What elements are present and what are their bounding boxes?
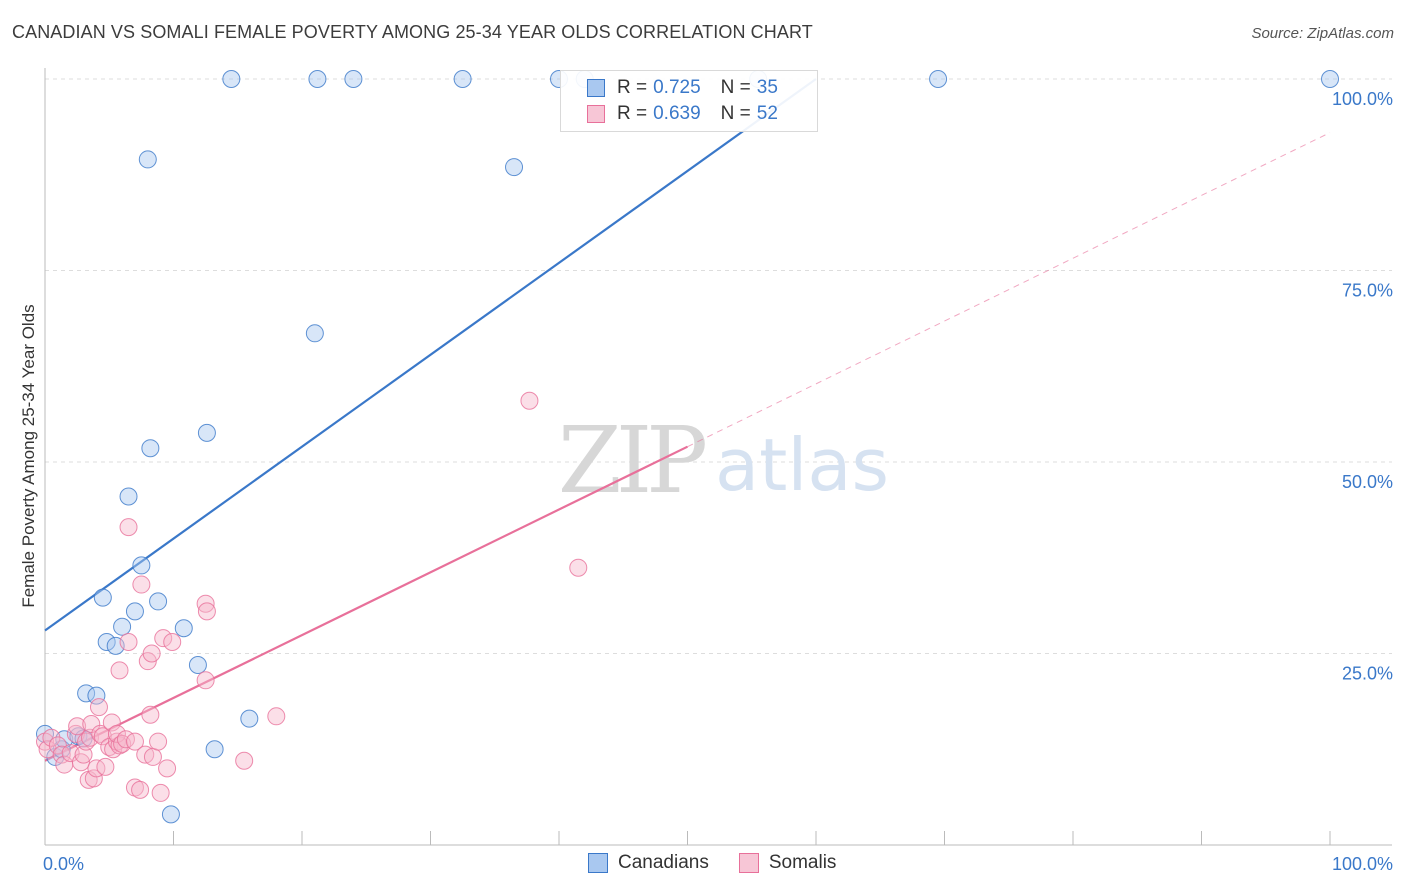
data-point-somalis — [82, 714, 101, 733]
legend-n-label: N = — [720, 77, 751, 98]
data-point-canadians — [97, 633, 116, 652]
source-credit: Source: ZipAtlas.com — [1251, 25, 1394, 42]
legend-box: R = 0.725 N = 35 R = 0.639 N = 52 — [560, 70, 818, 132]
legend-swatch-pink — [587, 105, 605, 123]
trend-lines — [44, 78, 1331, 762]
data-point-somalis — [93, 727, 112, 746]
y-tick-label: 100.0% — [1332, 89, 1393, 109]
data-point-canadians — [205, 740, 224, 759]
data-point-canadians — [174, 619, 193, 638]
y-tick-label: 25.0% — [1342, 664, 1393, 684]
legend-r-value: 0.639 — [653, 103, 701, 124]
data-point-somalis — [196, 594, 215, 613]
legend-item-canadians[interactable]: Canadians — [588, 852, 709, 874]
data-point-somalis — [132, 575, 151, 594]
y-tick-label: 50.0% — [1342, 472, 1393, 492]
data-point-canadians — [505, 158, 524, 177]
data-point-somalis — [235, 751, 254, 770]
data-point-somalis — [143, 747, 162, 766]
legend-r-value: 0.725 — [653, 77, 701, 98]
trend-line-canadians — [44, 78, 817, 632]
data-point-somalis — [197, 602, 216, 621]
legend-r-label: R = — [617, 77, 648, 98]
data-point-somalis — [163, 633, 182, 652]
data-point-canadians — [197, 423, 216, 442]
legend-n-value: 52 — [756, 103, 778, 124]
data-point-somalis — [119, 518, 138, 537]
legend-r-label: R = — [617, 103, 648, 124]
data-point-somalis — [110, 661, 129, 680]
y-tick-label: 75.0% — [1342, 281, 1393, 301]
data-point-somalis — [119, 633, 138, 652]
axes — [44, 68, 1392, 846]
legend-swatch-blue — [588, 853, 608, 873]
data-point-canadians — [222, 70, 241, 88]
data-point-somalis — [89, 698, 108, 717]
data-point-canadians — [93, 588, 112, 607]
watermark-zip: ZIP — [558, 407, 705, 514]
data-point-somalis — [61, 744, 80, 763]
data-point-somalis — [267, 707, 286, 726]
legend-swatch-blue — [587, 79, 605, 97]
data-point-somalis — [569, 558, 588, 577]
data-point-canadians — [138, 150, 157, 169]
legend-label: Somalis — [768, 852, 837, 873]
legend-swatch-pink — [738, 853, 759, 873]
data-point-somalis — [96, 757, 115, 776]
data-point-somalis — [141, 705, 160, 724]
data-point-canadians — [1321, 70, 1339, 88]
data-point-canadians — [125, 602, 144, 621]
data-point-somalis — [149, 732, 168, 751]
legend-row-canadians: R = 0.725 N = 35 — [587, 76, 778, 100]
data-point-canadians — [240, 709, 259, 728]
data-point-somalis — [66, 724, 85, 743]
watermark-atlas: atlas — [715, 423, 889, 507]
data-point-somalis — [151, 783, 170, 802]
data-point-somalis — [158, 759, 177, 778]
data-point-somalis — [142, 644, 161, 663]
chart-title: CANADIAN VS SOMALI FEMALE POVERTY AMONG … — [12, 22, 813, 42]
data-point-canadians — [305, 324, 324, 343]
data-point-somalis — [87, 759, 106, 778]
legend-n-label: N = — [720, 103, 751, 124]
legend-n-value: 35 — [756, 77, 778, 98]
data-point-canadians — [119, 487, 138, 506]
data-point-canadians — [141, 439, 160, 458]
legend-item-somalis[interactable]: Somalis — [738, 852, 837, 874]
grid-lines — [45, 78, 1392, 654]
trend-line-somalis — [44, 445, 688, 762]
data-point-somalis — [102, 713, 121, 732]
data-point-somalis — [107, 724, 126, 743]
data-point-canadians — [87, 686, 106, 705]
data-point-somalis — [38, 740, 57, 759]
data-point-canadians — [188, 655, 207, 674]
watermark: ZIP atlas — [558, 407, 889, 514]
data-point-somalis — [154, 629, 173, 648]
data-point-canadians — [113, 617, 132, 636]
x-tick-label: 100.0% — [1332, 854, 1393, 874]
data-point-somalis — [131, 780, 150, 799]
trend-line-extension — [687, 132, 1331, 448]
data-point-somalis — [125, 732, 144, 751]
data-point-canadians — [308, 70, 327, 88]
legend-row-somalis: R = 0.639 N = 52 — [587, 102, 778, 126]
data-point-canadians — [453, 70, 472, 88]
legend-label: Canadians — [618, 852, 709, 873]
data-point-somalis — [42, 728, 61, 747]
series-legend: Canadians Somalis — [588, 852, 866, 874]
data-point-canadians — [344, 70, 363, 88]
x-tick-label: 0.0% — [43, 854, 84, 874]
tick-labels: 25.0% 50.0% 75.0% 100.0% 0.0% 100.0% — [43, 89, 1393, 874]
data-point-somalis — [68, 717, 87, 736]
data-point-canadians — [149, 592, 168, 611]
data-point-canadians — [929, 70, 948, 88]
data-point-canadians — [132, 556, 151, 575]
data-point-somalis — [196, 671, 215, 690]
data-point-canadians — [161, 805, 180, 824]
data-point-somalis — [80, 728, 99, 747]
data-point-somalis — [520, 391, 539, 410]
